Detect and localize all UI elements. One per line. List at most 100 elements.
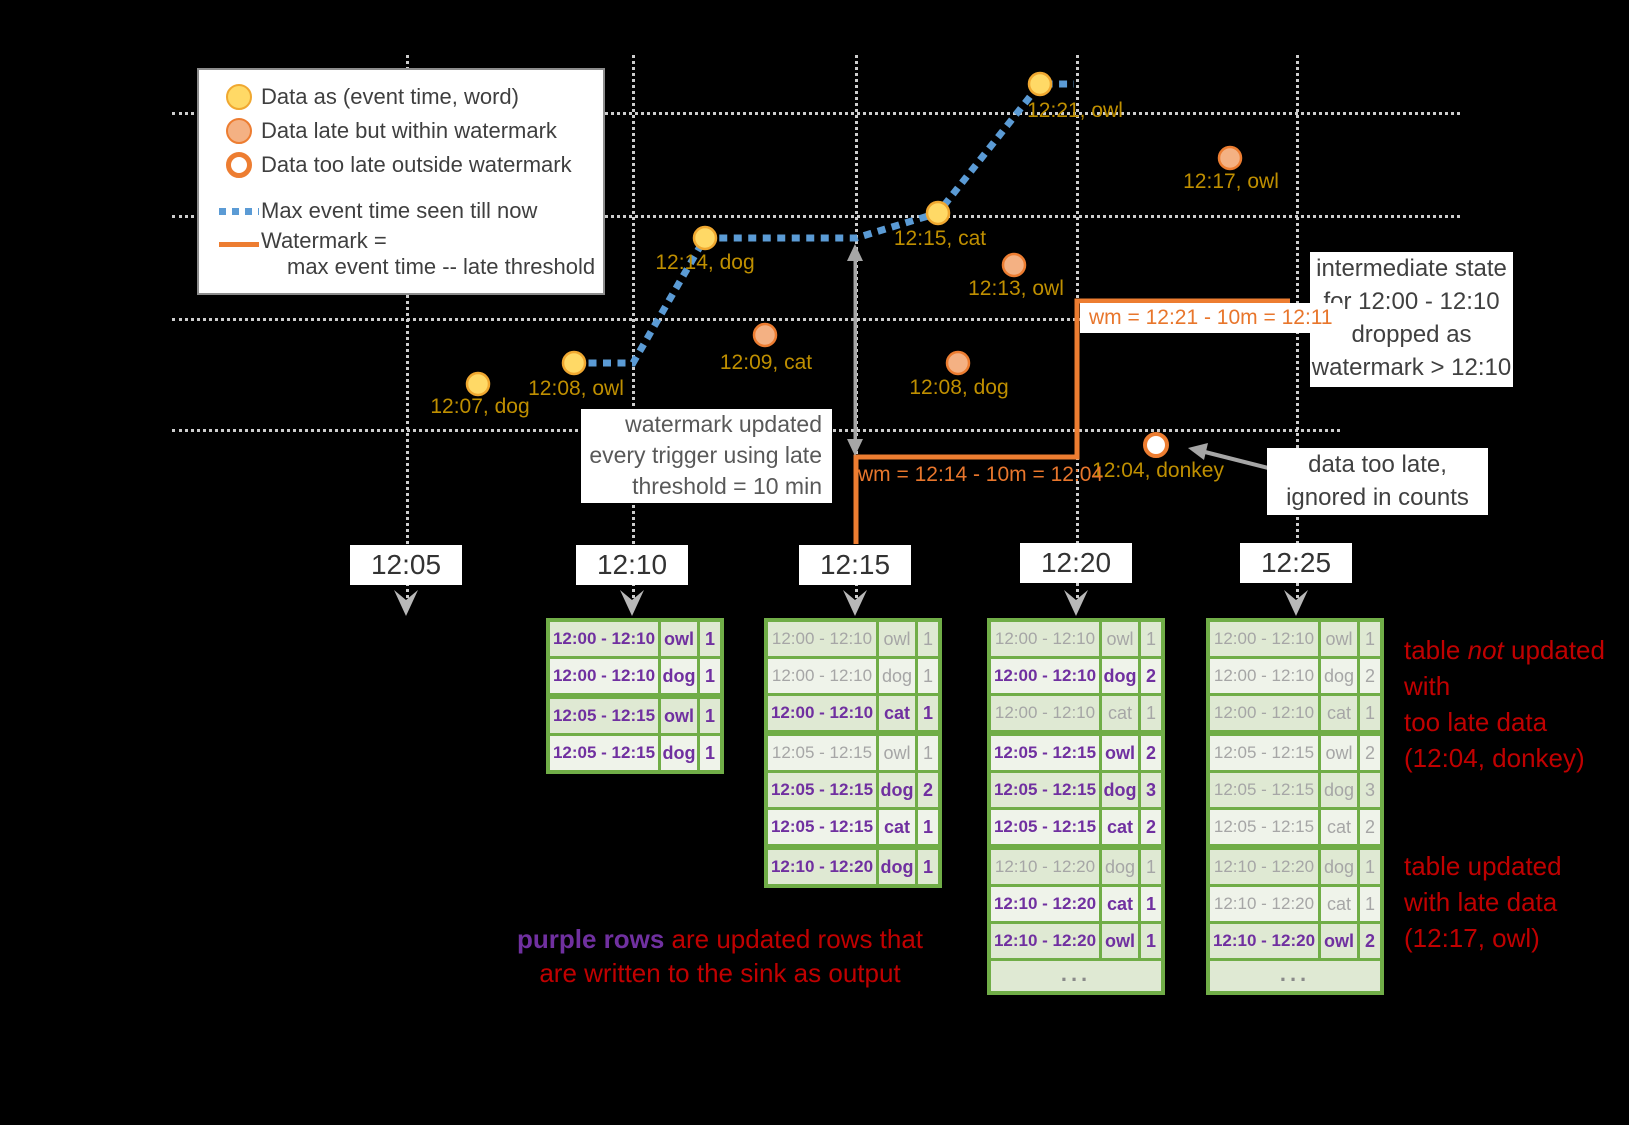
data-point-late	[1001, 252, 1027, 278]
point-label: 12:14, dog	[655, 251, 755, 274]
table-row: 12:05 - 12:15 owl 2	[991, 736, 1161, 770]
trigger-arrowheads	[394, 590, 1308, 616]
count-cell: 2	[918, 773, 938, 807]
word-cell: cat	[1102, 887, 1138, 921]
window-cell: 12:00 - 12:10	[768, 622, 876, 656]
table-row: 12:05 - 12:15 owl 2	[1210, 736, 1380, 770]
point-label: 12:15, cat	[893, 227, 987, 250]
too-late-note: data too late, ignored in counts	[1267, 448, 1488, 515]
table-row: 12:05 - 12:15 dog 3	[1210, 773, 1380, 807]
count-cell: 1	[700, 699, 720, 733]
point-label: 12:08, owl	[528, 377, 624, 400]
result-table-12:25: 12:00 - 12:10 owl 1 12:00 - 12:10 dog 2 12:00 …	[1206, 618, 1384, 995]
table-row: 12:00 - 12:10 dog 1	[768, 659, 938, 693]
window-cell: 12:10 - 12:20	[1210, 887, 1318, 921]
data-point-late	[1217, 145, 1243, 171]
table-row: 12:00 - 12:10 cat 1	[1210, 696, 1380, 730]
data-point-on-time	[925, 200, 951, 226]
purple-rows-note: purple rows are updated rows that are wr…	[516, 924, 924, 988]
table-row: 12:05 - 12:15 dog 2	[768, 773, 938, 807]
updated-late-note: table updated with late data (12:17, owl…	[1404, 851, 1562, 953]
trigger-gridline-1205	[406, 55, 409, 604]
table-row: 12:00 - 12:10 owl 1	[1210, 622, 1380, 656]
window-cell: 12:05 - 12:15	[768, 810, 876, 844]
result-table-12:20: 12:00 - 12:10 owl 1 12:00 - 12:10 dog 2 12:00 …	[987, 618, 1165, 995]
word-cell: owl	[1102, 924, 1138, 958]
word-cell: owl	[879, 622, 915, 656]
table-row: 12:00 - 12:10 owl 1	[550, 622, 720, 656]
trigger-label-1205: 12:05	[350, 545, 462, 585]
legend-label: Max event time seen till now	[261, 198, 538, 223]
word-cell: cat	[879, 810, 915, 844]
trigger-gridline-1210	[632, 55, 635, 604]
table-row: 12:10 - 12:20 cat 1	[991, 887, 1161, 921]
count-cell: 1	[918, 736, 938, 770]
window-cell: 12:05 - 12:15	[991, 736, 1099, 770]
window-cell: 12:00 - 12:10	[991, 696, 1099, 730]
legend-item: Data too late outside watermark	[217, 148, 603, 182]
data-point-late	[945, 350, 971, 376]
table-row: 12:00 - 12:10 cat 1	[768, 696, 938, 730]
on-time-dot-icon	[217, 84, 261, 110]
legend-label: Data too late outside watermark	[261, 152, 572, 177]
word-cell: owl	[661, 699, 697, 733]
word-cell: dog	[1102, 773, 1138, 807]
count-cell: 1	[918, 810, 938, 844]
late-dot-icon	[217, 118, 261, 144]
window-cell: 12:00 - 12:10	[550, 622, 658, 656]
window-cell: 12:05 - 12:15	[1210, 773, 1318, 807]
legend-item: Data as (event time, word)	[217, 80, 603, 114]
legend-item: Max event time seen till now	[217, 194, 603, 228]
word-cell: owl	[1321, 736, 1357, 770]
count-cell: 1	[1141, 696, 1161, 730]
point-label: 12:09, cat	[719, 351, 813, 374]
word-cell: cat	[1102, 810, 1138, 844]
result-table-12:15: 12:00 - 12:10 owl 1 12:00 - 12:10 dog 1 12:00 …	[764, 618, 942, 888]
table-row: 12:05 - 12:15 cat 1	[768, 810, 938, 844]
watermark-eq-1215: wm = 12:14 - 10m = 12:04	[858, 463, 1104, 486]
legend-label: Watermark = max event time -- late thres…	[261, 228, 596, 279]
count-cell: 2	[1141, 810, 1161, 844]
window-cell: 12:05 - 12:15	[768, 736, 876, 770]
count-cell: 2	[1141, 736, 1161, 770]
word-cell: dog	[879, 773, 915, 807]
watermark-line	[853, 298, 1290, 544]
count-cell: 1	[700, 736, 720, 770]
window-cell: 12:10 - 12:20	[1210, 850, 1318, 884]
max-event-time-line-icon	[217, 207, 261, 215]
table-row: 12:05 - 12:15 cat 2	[991, 810, 1161, 844]
data-point-on-time	[465, 371, 491, 397]
table-row: 12:10 - 12:20 owl 2	[1210, 924, 1380, 958]
word-cell: cat	[1321, 696, 1357, 730]
count-cell: 1	[918, 696, 938, 730]
trigger-gridline-1220	[1076, 55, 1079, 604]
data-point-on-time	[1027, 71, 1053, 97]
trigger-label-1210: 12:10	[576, 545, 688, 585]
window-cell: 12:00 - 12:10	[550, 659, 658, 693]
legend-label: Data late but within watermark	[261, 118, 557, 143]
trigger-gridline-1215	[855, 55, 858, 604]
count-cell: 1	[918, 622, 938, 656]
trigger-label-1220: 12:20	[1020, 543, 1132, 583]
trigger-label-1225: 12:25	[1240, 543, 1352, 583]
table-row: 12:10 - 12:20 dog 1	[768, 850, 938, 884]
watermark-update-note: watermark updated every trigger using la…	[581, 409, 832, 503]
window-cell: 12:05 - 12:15	[550, 699, 658, 733]
word-cell: dog	[661, 659, 697, 693]
window-cell: 12:10 - 12:20	[991, 924, 1099, 958]
table-row: 12:00 - 12:10 owl 1	[991, 622, 1161, 656]
word-cell: owl	[879, 736, 915, 770]
ellipsis-row: ...	[991, 961, 1161, 991]
word-cell: dog	[879, 659, 915, 693]
point-label: 12:08, dog	[909, 376, 1009, 399]
table-row: 12:00 - 12:10 dog 2	[991, 659, 1161, 693]
table-row: 12:00 - 12:10 dog 2	[1210, 659, 1380, 693]
watermark-line-icon	[217, 242, 261, 247]
window-cell: 12:10 - 12:20	[991, 850, 1099, 884]
point-label: 12:17, owl	[1183, 170, 1279, 193]
watermark-eq-1225: wm = 12:21 - 10m = 12:11	[1080, 303, 1342, 333]
count-cell: 1	[700, 659, 720, 693]
data-point-late	[752, 322, 778, 348]
count-cell: 1	[1360, 622, 1380, 656]
